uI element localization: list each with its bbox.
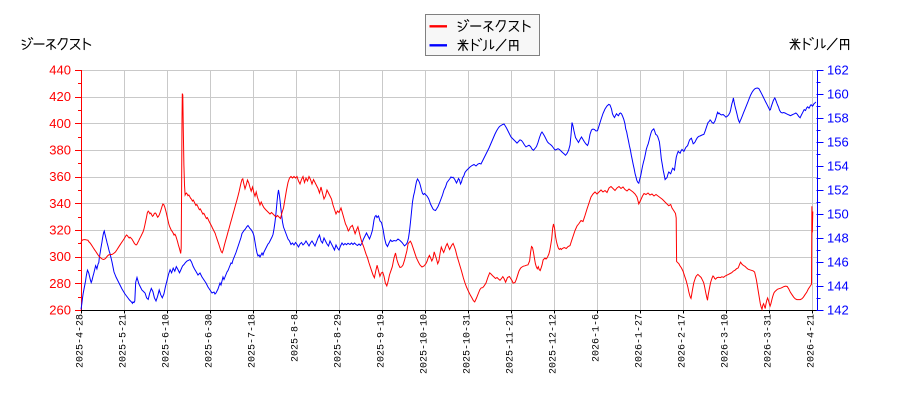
svg-text:160: 160 xyxy=(827,87,849,102)
svg-text:146: 146 xyxy=(827,255,849,270)
svg-text:2025-4-28: 2025-4-28 xyxy=(76,314,87,368)
svg-text:360: 360 xyxy=(49,169,71,184)
svg-text:2025-9-19: 2025-9-19 xyxy=(377,314,388,368)
svg-text:2025-6-30: 2025-6-30 xyxy=(205,314,216,368)
svg-text:440: 440 xyxy=(49,63,71,78)
svg-text:2025-12-12: 2025-12-12 xyxy=(549,314,560,374)
svg-text:2026-3-31: 2026-3-31 xyxy=(764,314,775,368)
svg-text:2026-1-6: 2026-1-6 xyxy=(592,314,603,362)
svg-text:300: 300 xyxy=(49,249,71,264)
svg-text:162: 162 xyxy=(827,63,849,78)
svg-text:152: 152 xyxy=(827,183,849,198)
svg-text:420: 420 xyxy=(49,89,71,104)
svg-text:260: 260 xyxy=(49,303,71,318)
svg-text:2025-10-31: 2025-10-31 xyxy=(463,314,474,374)
svg-text:2025-7-18: 2025-7-18 xyxy=(248,314,259,368)
svg-text:340: 340 xyxy=(49,196,71,211)
svg-text:320: 320 xyxy=(49,223,71,238)
svg-text:2026-4-21: 2026-4-21 xyxy=(807,314,818,368)
svg-text:280: 280 xyxy=(49,276,71,291)
svg-text:2025-8-29: 2025-8-29 xyxy=(334,314,345,368)
svg-text:2025-11-21: 2025-11-21 xyxy=(506,314,517,374)
svg-text:158: 158 xyxy=(827,111,849,126)
svg-text:142: 142 xyxy=(827,303,849,318)
svg-text:400: 400 xyxy=(49,116,71,131)
svg-text:2026-3-10: 2026-3-10 xyxy=(721,314,732,368)
svg-text:2025-6-10: 2025-6-10 xyxy=(162,314,173,368)
svg-text:150: 150 xyxy=(827,207,849,222)
svg-text:148: 148 xyxy=(827,231,849,246)
svg-text:2025-8-8: 2025-8-8 xyxy=(291,314,302,362)
svg-text:154: 154 xyxy=(827,159,849,174)
svg-text:156: 156 xyxy=(827,135,849,150)
svg-text:2026-1-27: 2026-1-27 xyxy=(635,314,646,368)
svg-text:2026-2-17: 2026-2-17 xyxy=(678,314,689,368)
svg-text:380: 380 xyxy=(49,143,71,158)
svg-text:2025-5-21: 2025-5-21 xyxy=(119,314,130,368)
svg-text:144: 144 xyxy=(827,279,849,294)
svg-text:2025-10-10: 2025-10-10 xyxy=(420,314,431,374)
